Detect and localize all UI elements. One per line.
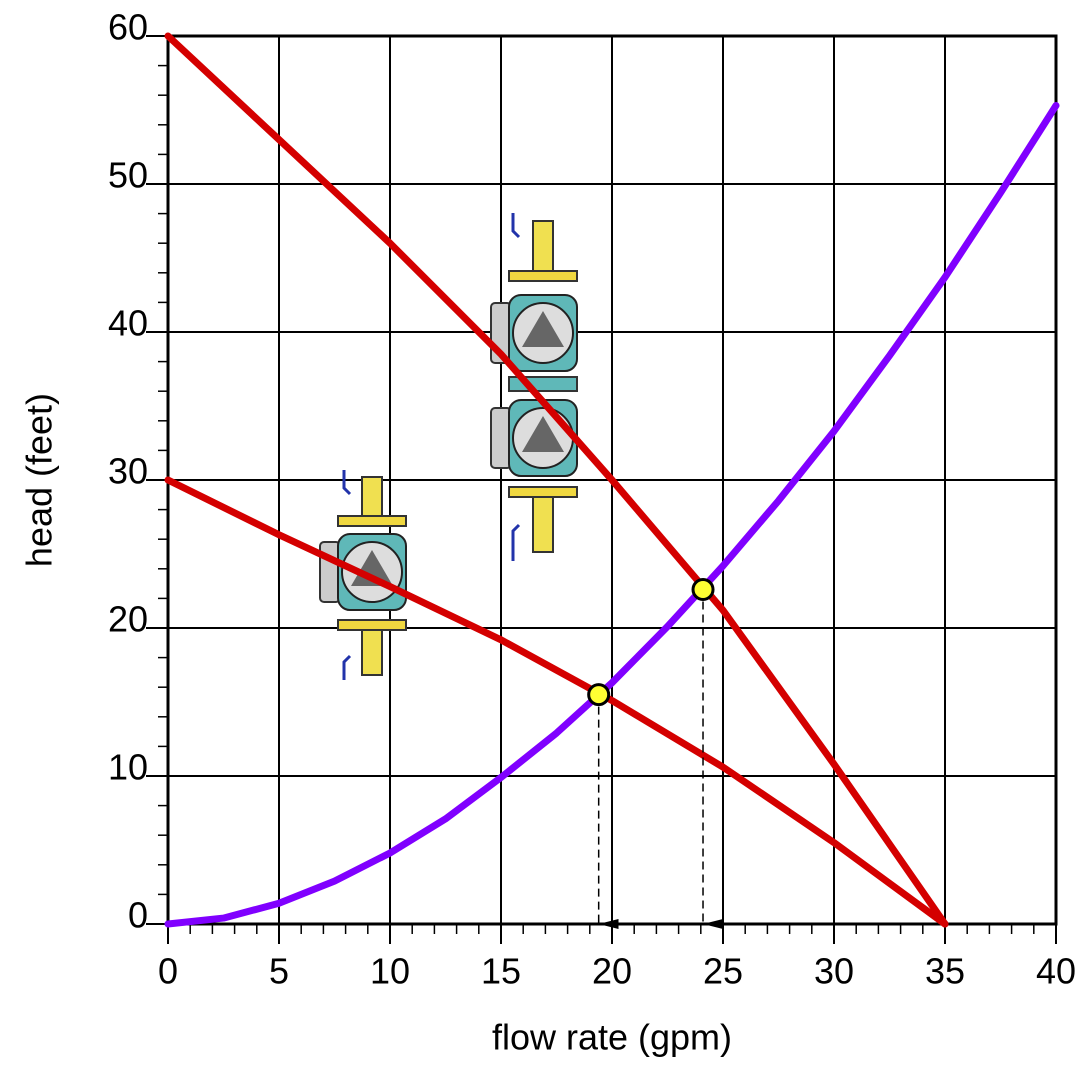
intersection-point (587, 683, 611, 707)
x-tick-label: 5 (269, 951, 289, 992)
x-tick-label: 40 (1036, 951, 1076, 992)
y-tick-label: 20 (108, 599, 148, 640)
y-tick-label: 10 (108, 747, 148, 788)
x-tick-label: 35 (925, 951, 965, 992)
x-tick-label: 10 (370, 951, 410, 992)
y-tick-label: 50 (108, 155, 148, 196)
series-line (164, 102, 1060, 928)
x-tick-label: 20 (592, 951, 632, 992)
series-line (164, 476, 949, 928)
x-tick-label: 15 (481, 951, 521, 992)
x-axis-label: flow rate (gpm) (492, 1017, 732, 1058)
y-tick-label: 60 (108, 7, 148, 48)
intersection-point (691, 578, 715, 602)
y-axis-label: head (feet) (19, 393, 60, 567)
y-tick-label: 40 (108, 303, 148, 344)
x-tick-label: 0 (158, 951, 178, 992)
y-tick-label: 30 (108, 451, 148, 492)
pump-icons (319, 213, 578, 680)
x-tick-label: 25 (703, 951, 743, 992)
y-tick-label: 0 (128, 895, 148, 936)
x-tick-label: 30 (814, 951, 854, 992)
series-line (164, 32, 949, 928)
